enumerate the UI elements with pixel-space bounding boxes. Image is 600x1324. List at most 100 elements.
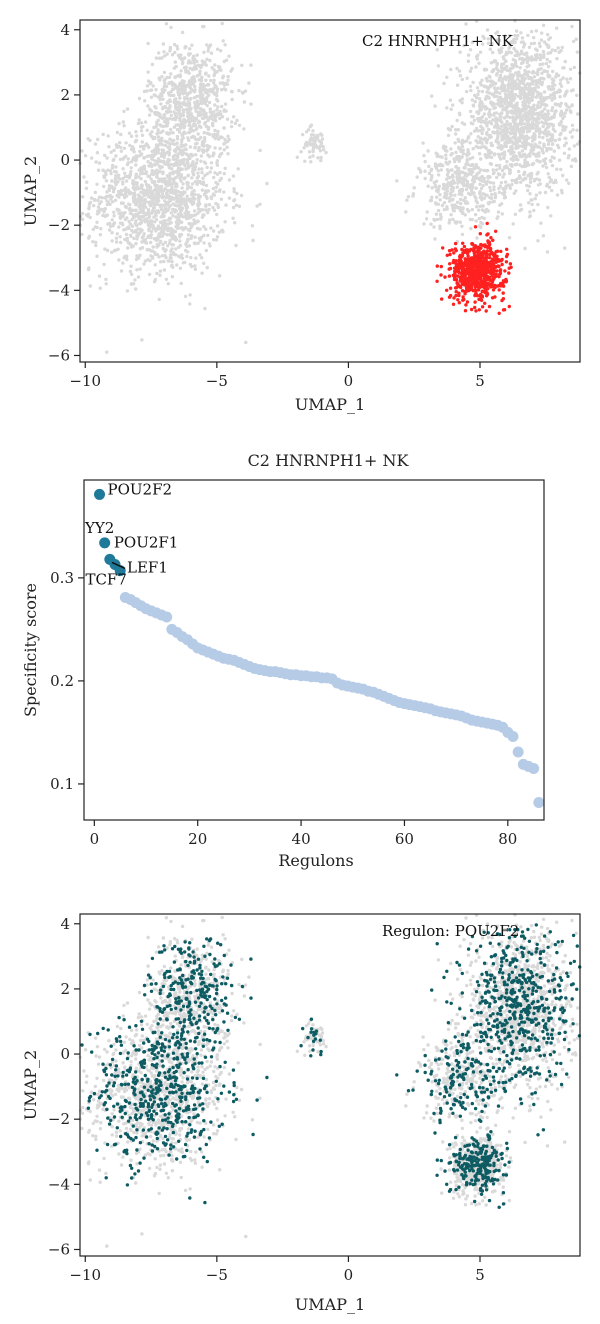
cell-point <box>465 89 469 94</box>
cell-point <box>505 127 509 131</box>
cell-point <box>482 68 487 72</box>
cell-point <box>318 149 323 153</box>
cell-point <box>474 186 478 190</box>
cell-point <box>520 141 525 145</box>
cell-point <box>462 262 466 266</box>
cell-point <box>163 54 167 58</box>
cell-point <box>113 198 118 202</box>
cell-point <box>92 197 97 202</box>
cell-point <box>204 111 208 116</box>
cell-point <box>145 89 149 93</box>
cell-point <box>211 133 215 137</box>
cell-point <box>146 223 151 227</box>
cell-point <box>130 245 134 249</box>
cell-point <box>509 102 513 106</box>
cell-point <box>230 120 234 124</box>
cell-point <box>198 239 202 243</box>
cell-point <box>149 172 154 176</box>
cell-point <box>532 86 536 91</box>
cell-point <box>460 232 465 237</box>
cell-point <box>523 246 527 251</box>
cell-point <box>104 171 108 176</box>
cell-point <box>421 141 425 145</box>
cell-point <box>180 90 185 94</box>
cell-point <box>188 66 192 71</box>
cell-point <box>450 185 455 189</box>
cell-point <box>161 97 165 102</box>
cell-point <box>188 60 192 64</box>
cell-point <box>150 180 155 184</box>
cell-point <box>556 46 560 50</box>
cell-point <box>231 174 236 178</box>
cell-point <box>518 152 522 157</box>
cell-point <box>179 53 183 57</box>
cell-point <box>496 215 500 219</box>
cell-point <box>173 118 178 122</box>
cell-point <box>552 156 556 160</box>
cell-point <box>112 148 116 153</box>
cell-point <box>185 93 189 97</box>
cell-point <box>202 213 206 217</box>
cell-point <box>485 193 489 198</box>
cell-point <box>128 143 132 148</box>
cell-point <box>119 201 124 205</box>
cell-point <box>546 205 550 210</box>
cell-point <box>456 206 460 210</box>
cell-point <box>200 271 204 275</box>
cell-point <box>514 157 518 161</box>
cell-point <box>443 192 448 197</box>
cell-point <box>179 84 183 88</box>
cell-point <box>480 289 485 293</box>
cell-point <box>130 228 134 233</box>
cell-point <box>435 152 440 157</box>
cell-point <box>161 124 165 129</box>
cell-point <box>518 116 522 120</box>
cell-point <box>170 53 175 57</box>
cell-point <box>196 171 200 175</box>
cell-point <box>545 95 549 100</box>
cell-point <box>447 127 452 132</box>
cell-point <box>116 176 121 180</box>
cell-point <box>526 82 531 86</box>
cell-point <box>492 269 496 274</box>
cell-point <box>170 142 175 146</box>
cell-point <box>500 120 504 125</box>
cell-point <box>157 51 161 55</box>
cell-point <box>490 83 494 87</box>
cell-point <box>191 167 195 171</box>
cell-point <box>505 51 509 56</box>
cell-point <box>514 179 518 184</box>
cell-point <box>454 132 458 136</box>
cell-point <box>235 191 239 196</box>
cell-point <box>457 301 461 305</box>
cell-point <box>95 220 99 224</box>
cell-point <box>168 256 172 260</box>
cell-point <box>192 96 197 100</box>
cell-point <box>477 308 481 312</box>
cell-point <box>494 66 499 70</box>
cell-point <box>540 102 544 107</box>
cell-point <box>471 185 475 189</box>
cell-point <box>535 48 539 53</box>
cell-point <box>559 131 563 136</box>
cell-point <box>157 158 161 163</box>
cell-point <box>523 84 528 89</box>
cell-point <box>523 164 528 168</box>
cell-point <box>422 222 426 226</box>
cell-point <box>442 201 447 205</box>
cell-point <box>137 187 141 191</box>
cell-point <box>194 153 198 157</box>
cell-point <box>452 260 457 264</box>
cell-point <box>564 136 568 141</box>
cell-point <box>464 303 468 307</box>
cell-point <box>558 95 562 99</box>
cell-point <box>178 166 182 170</box>
cell-point <box>203 306 207 311</box>
cell-point <box>492 153 497 157</box>
cell-point <box>175 204 179 208</box>
cell-point <box>513 53 517 58</box>
regulon-point <box>512 746 524 758</box>
cell-point <box>559 101 563 106</box>
cell-point <box>480 78 484 83</box>
cell-point <box>185 107 189 112</box>
